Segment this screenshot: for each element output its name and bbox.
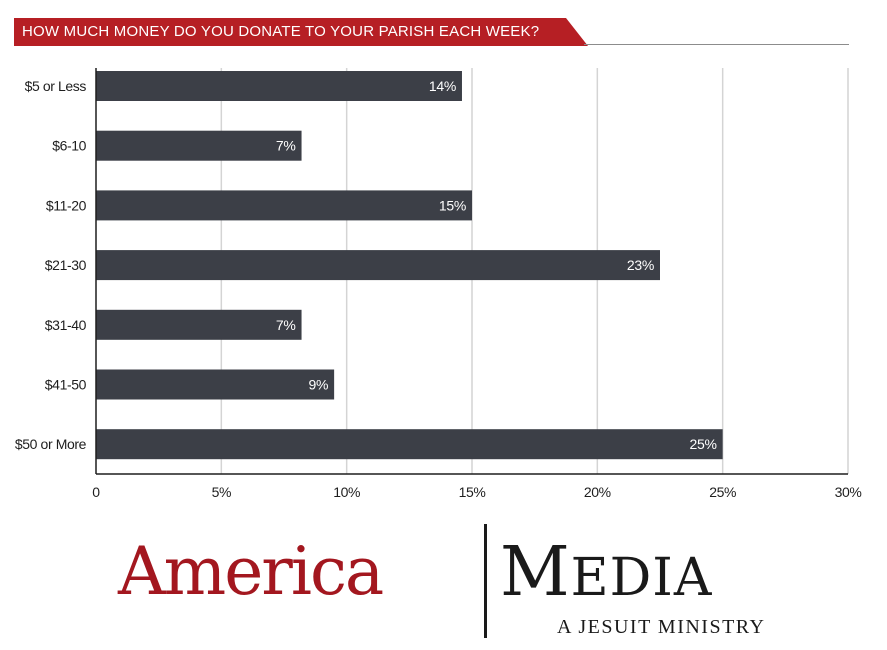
bar-data-label: 7% xyxy=(276,138,296,154)
title-banner xyxy=(14,18,588,46)
category-label: $50 or More xyxy=(15,436,87,452)
axes xyxy=(95,68,848,475)
title-underline xyxy=(584,44,849,45)
bar-data-label: 23% xyxy=(627,257,654,273)
labels: 0 5% 10% 15% 20% 25% 30% $5 or Less 14% $6-10 7% $1… xyxy=(15,78,862,500)
x-tick-label: 30% xyxy=(835,484,862,500)
x-tick-label: 5% xyxy=(212,484,231,500)
bar xyxy=(96,309,302,340)
bar-chart: 0 5% 10% 15% 20% 25% 30% $5 or Less 14% $6-10 7% $1… xyxy=(15,68,862,500)
logo-divider xyxy=(484,524,487,638)
category-label: $31-40 xyxy=(45,317,87,333)
category-label: $11-20 xyxy=(46,197,87,213)
logo-media-rest: EDIA xyxy=(570,548,713,608)
bar xyxy=(96,250,660,281)
logo-america-wordmark: America xyxy=(118,533,384,610)
x-tick-label: 10% xyxy=(333,484,360,500)
bar-data-label: 15% xyxy=(439,197,466,213)
category-label: $41-50 xyxy=(45,377,87,393)
bar xyxy=(96,71,462,101)
bar xyxy=(96,369,335,400)
bar xyxy=(96,190,472,221)
logo-tagline: A JESUIT MINISTRY xyxy=(557,616,766,638)
category-label: $6-10 xyxy=(52,138,86,154)
logo-media-initial: M xyxy=(500,533,571,612)
bar xyxy=(96,130,302,161)
bar xyxy=(96,429,723,460)
bar-data-label: 7% xyxy=(276,317,296,333)
bar-data-label: 9% xyxy=(308,377,328,393)
america-media-logo: America MEDIA A JESUIT MINISTRY xyxy=(0,520,887,650)
x-tick-label: 0 xyxy=(92,484,100,500)
category-label: $5 or Less xyxy=(25,78,87,94)
logo-media-wordmark: MEDIA xyxy=(500,534,712,617)
bars xyxy=(96,71,723,460)
title-banner-shape xyxy=(14,18,588,46)
bar-data-label: 25% xyxy=(690,436,717,452)
x-tick-label: 25% xyxy=(709,484,736,500)
bar-data-label: 14% xyxy=(429,78,456,94)
x-tick-label: 15% xyxy=(459,484,486,500)
category-label: $21-30 xyxy=(45,257,87,273)
x-tick-label: 20% xyxy=(584,484,611,500)
chart-title: HOW MUCH MONEY DO YOU DONATE TO YOUR PAR… xyxy=(22,23,540,40)
